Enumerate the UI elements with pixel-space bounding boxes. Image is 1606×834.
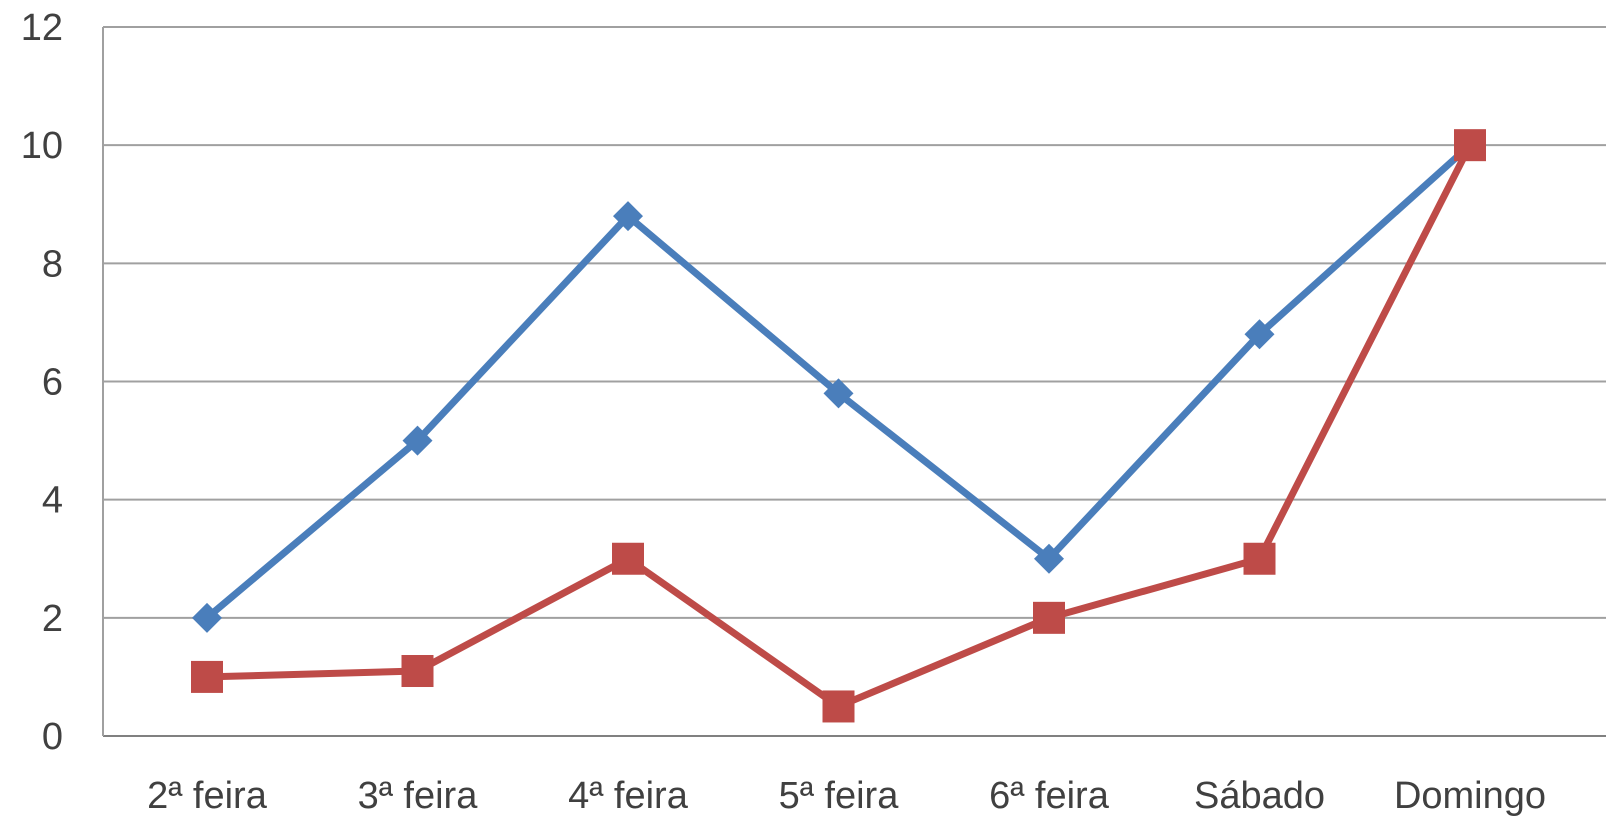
y-tick-label: 0 [42,716,63,758]
x-tick-label: 4ª feira [568,775,689,817]
data-point-diamond [402,425,433,456]
data-point-square [1243,542,1276,575]
series-1 [192,130,1485,633]
data-point-square [191,660,223,693]
data-point-diamond [192,602,222,633]
data-point-square [401,655,434,688]
data-point-square [612,542,644,575]
x-tick-label: 5ª feira [779,775,900,817]
x-tick-label: Sábado [1194,775,1325,817]
series-line [203,141,1474,710]
y-axis-tick-labels: 0 2 4 6 8 10 12 [21,7,63,758]
x-tick-label: Domingo [1394,775,1546,817]
x-tick-label: 3ª feira [358,775,479,817]
series-2 [191,129,1486,723]
y-tick-label: 4 [42,480,63,522]
y-tick-label: 8 [42,243,63,285]
data-point-diamond [1244,319,1275,350]
data-point-diamond [613,201,643,232]
data-point-square [1454,129,1486,162]
data-point-square [1033,601,1065,634]
x-tick-label: 6ª feira [989,775,1110,817]
y-tick-label: 12 [21,7,63,49]
y-tick-label: 2 [42,598,63,640]
series-group [191,129,1486,723]
data-point-square [822,690,855,723]
x-axis-tick-labels: 2ª feira 3ª feira 4ª feira 5ª feira 6ª feira… [147,775,1546,817]
data-point-diamond [1034,543,1064,574]
y-tick-label: 6 [42,362,63,404]
x-tick-label: 2ª feira [147,775,268,817]
y-tick-label: 10 [21,125,63,167]
data-point-diamond [823,378,854,409]
gridlines [102,26,1606,737]
